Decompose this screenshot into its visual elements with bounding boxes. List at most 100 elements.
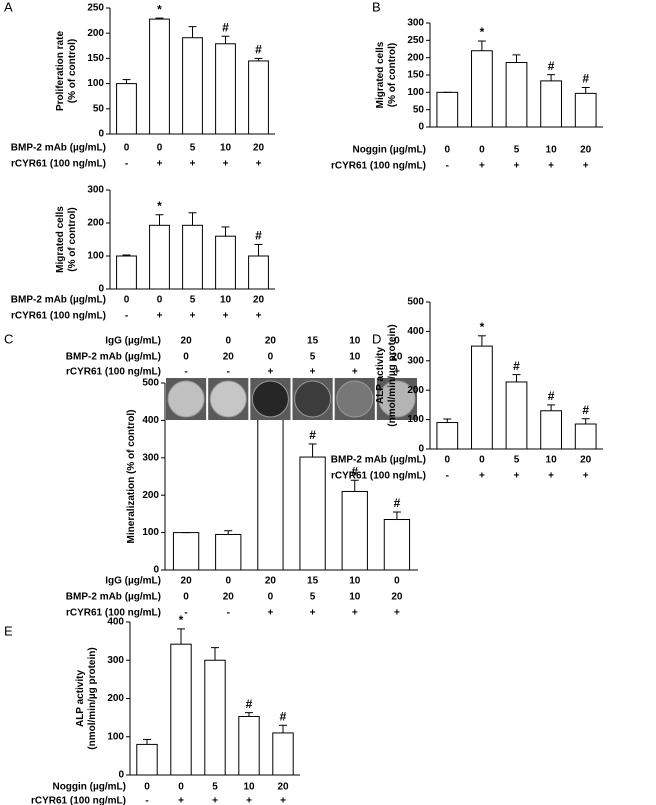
row-value: 0: [445, 145, 451, 156]
row-value: 0: [445, 455, 451, 466]
y-tick-label: 100: [407, 87, 424, 98]
row-value: 20: [181, 336, 193, 347]
row-value: 20: [253, 143, 265, 154]
row-label: rCYR61 (100 ng/mL): [331, 471, 426, 482]
y-tick-label: 400: [107, 617, 124, 628]
significance-mark: #: [309, 428, 316, 442]
row-value: 0: [124, 143, 130, 154]
bar: [505, 62, 528, 128]
bar: [136, 743, 158, 776]
bar: [215, 533, 242, 571]
row-value: 0: [268, 592, 274, 603]
significance-mark: *: [480, 320, 485, 334]
row-value: 10: [349, 336, 361, 347]
significance-mark: *: [157, 2, 162, 16]
row-value: +: [246, 796, 252, 805]
y-tick-label: 200: [107, 693, 124, 704]
row-value: +: [548, 161, 554, 172]
row-value: 20: [391, 352, 403, 363]
row-value: +: [267, 367, 273, 378]
row-value: +: [352, 608, 358, 619]
row-value: +: [223, 311, 229, 322]
y-axis-label: ALP activity(nmol/min/µg protein): [75, 647, 98, 749]
row-value: -: [184, 608, 187, 619]
bar: [149, 18, 170, 135]
significance-mark: #: [582, 403, 589, 417]
y-tick-label: 100: [142, 527, 159, 538]
bar: [172, 532, 200, 571]
row-value: 0: [144, 782, 150, 793]
y-axis-label-line: (nmol/min/µg protein): [87, 647, 98, 749]
y-tick-label: 500: [142, 378, 159, 389]
well: [378, 380, 416, 418]
y-tick-label: 0: [153, 565, 159, 576]
row-value: 20: [181, 576, 193, 587]
significance-mark: *: [179, 613, 184, 627]
well: [167, 380, 205, 418]
row-value: 0: [157, 143, 163, 154]
row-value: +: [514, 161, 520, 172]
row-value: 20: [391, 592, 403, 603]
row-value: 20: [265, 336, 277, 347]
bar: [341, 490, 368, 571]
row-value: +: [394, 608, 400, 619]
bar: [204, 659, 226, 776]
row-value: 0: [157, 295, 163, 306]
row-value: 0: [124, 295, 130, 306]
row-label: IgG (µg/mL): [105, 336, 161, 347]
significance-mark: #: [351, 464, 358, 478]
y-axis-label: Migrated cells(% of control): [55, 206, 78, 273]
row-label: BMP-2 mAb (µg/mL): [11, 143, 106, 154]
y-tick-label: 200: [87, 218, 104, 229]
row-value: 0: [225, 336, 231, 347]
row-value: 10: [243, 782, 255, 793]
row-value: +: [190, 311, 196, 322]
row-value: +: [514, 471, 520, 482]
row-value: 20: [265, 576, 277, 587]
panel-letter: D: [372, 331, 381, 346]
significance-mark: #: [246, 697, 253, 711]
row-value: 0: [394, 336, 400, 347]
y-axis-label: Mineralization (% of control): [126, 410, 137, 544]
y-tick-label: 0: [98, 284, 104, 295]
row-value: +: [583, 471, 589, 482]
row-value: 0: [178, 782, 184, 793]
row-label: BMP-2 mAb (µg/mL): [11, 295, 106, 306]
y-tick-label: 150: [407, 70, 424, 81]
well: [294, 380, 332, 418]
y-axis-label-line: Mineralization (% of control): [126, 410, 137, 544]
bar: [182, 224, 203, 290]
row-value: 10: [546, 455, 558, 466]
y-tick-label: 0: [118, 770, 124, 781]
row-value: 5: [310, 592, 316, 603]
y-tick-label: 300: [407, 18, 424, 29]
significance-mark: #: [582, 72, 589, 86]
y-axis-label-line: (% of control): [67, 207, 78, 271]
panel-letter: E: [4, 623, 13, 638]
row-label: rCYR61 (100 ng/mL): [31, 796, 126, 805]
row-value: +: [256, 159, 262, 170]
row-value: 20: [223, 352, 235, 363]
row-label: Noggin (µg/mL): [352, 145, 426, 156]
row-value: 10: [349, 576, 361, 587]
significance-mark: #: [255, 229, 262, 243]
row-label: BMP-2 mAb (µg/mL): [66, 592, 161, 603]
row-label: rCYR61 (100 ng/mL): [331, 161, 426, 172]
bar: [540, 80, 562, 128]
y-tick-label: 200: [87, 28, 104, 39]
significance-mark: #: [255, 43, 262, 57]
row-value: -: [446, 161, 449, 172]
y-tick-label: 200: [407, 52, 424, 63]
row-value: +: [310, 367, 316, 378]
row-value: +: [310, 608, 316, 619]
significance-mark: #: [280, 709, 287, 723]
y-axis-label-line: Migrated cells: [55, 206, 66, 273]
row-value: 20: [580, 145, 592, 156]
row-value: 5: [212, 782, 218, 793]
bar: [182, 37, 203, 135]
y-tick-label: 300: [142, 452, 159, 463]
row-value: 20: [277, 782, 289, 793]
row-value: +: [157, 159, 163, 170]
row-value: +: [280, 796, 286, 805]
